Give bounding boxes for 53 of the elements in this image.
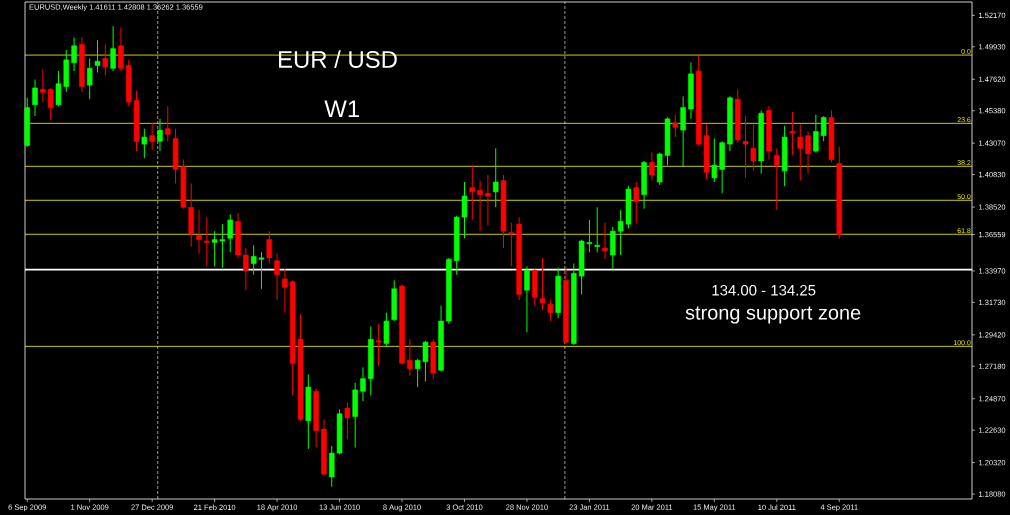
candlestick: [820, 115, 827, 142]
text: EUR / USD: [279, 50, 397, 68]
candlestick: [383, 312, 390, 347]
candlestick: [110, 25, 116, 72]
candlestick: [633, 181, 640, 224]
candlestick: [610, 226, 616, 270]
candlestick: [71, 36, 77, 72]
candlestick: [47, 87, 54, 121]
candlestick: [492, 147, 499, 208]
candlestick: [594, 206, 600, 253]
candlestick: [344, 402, 351, 440]
candlestick: [266, 230, 273, 264]
candlestick: [789, 111, 796, 156]
text: W1: [324, 100, 360, 118]
candlestick: [539, 257, 546, 311]
candlestick: [477, 180, 483, 232]
candlestick: [797, 123, 803, 182]
candlestick: [774, 147, 780, 211]
candlestick: [813, 114, 819, 154]
candlestick: [375, 323, 382, 367]
candlestick: [672, 114, 679, 138]
candlestick: [282, 268, 288, 314]
candlestick: [469, 164, 476, 221]
candlestick: [547, 299, 554, 322]
candlestick: [243, 247, 249, 291]
candlestick: [805, 130, 811, 175]
candlestick: [40, 69, 46, 103]
candlestick: [196, 209, 202, 255]
candlestick: [360, 366, 366, 402]
candlestick: [742, 115, 749, 179]
candlestick: [649, 152, 655, 182]
candlestick: [165, 105, 171, 142]
candlestick: [32, 79, 38, 117]
candlestick: [141, 128, 148, 159]
candlestick: [407, 338, 413, 377]
candlestick: [711, 138, 718, 183]
candlestick: [118, 27, 124, 72]
annotation: 134.00 - 134.25: [712, 284, 816, 296]
candlestick: [86, 57, 93, 100]
candlestick: [102, 43, 109, 76]
candlestick: [602, 222, 608, 260]
candlestick: [508, 222, 515, 267]
candlestick: [227, 213, 233, 253]
candlestick: [204, 216, 210, 267]
candlestick: [680, 95, 686, 168]
candlestick: [149, 122, 155, 151]
candlestick: [274, 253, 280, 301]
candlestick: [750, 123, 757, 172]
annotation: strong support zone: [685, 306, 861, 324]
candlestick: [524, 265, 530, 333]
candlestick: [157, 118, 163, 152]
candlestick: [485, 174, 491, 227]
candlestick: [94, 39, 101, 73]
